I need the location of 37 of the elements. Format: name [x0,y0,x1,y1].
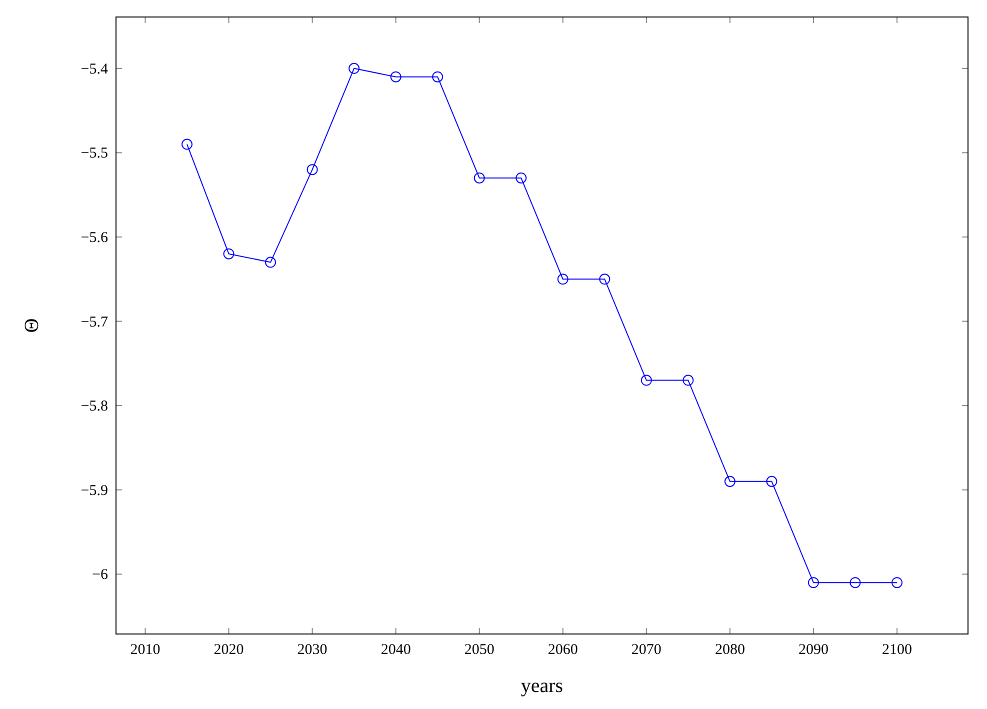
y-tick-label: −6 [92,567,108,584]
point [182,138,192,150]
point [390,71,402,82]
point [682,374,694,386]
x-tick-label: 2020 [214,642,244,658]
point [348,62,360,74]
point [432,71,444,82]
x-tick-label: 2030 [297,642,328,658]
x-tick-label: 2050 [464,642,494,658]
y-tick-label: −5.7 [80,314,108,330]
point [850,577,861,588]
y-axis-title: Θ [21,318,43,333]
x-tick-label: 2070 [631,642,662,658]
y-tick-label: −5.8 [80,398,108,415]
point [223,248,234,260]
point [892,577,902,588]
y-tick-label: −5.5 [80,146,108,162]
x-tick-label: 2080 [714,642,745,658]
x-tick-label: 2100 [882,642,912,658]
point [808,577,819,588]
x-axis-title: years [520,675,564,697]
x-tick-label: 2090 [798,642,828,658]
y-tick-label: −5.4 [80,61,108,78]
point [516,172,527,184]
point [599,274,610,285]
point [265,256,276,268]
y-tick-label: −5.6 [80,230,108,246]
point [557,274,568,285]
point [640,374,652,386]
point [474,172,485,184]
x-tick-label: 2060 [548,642,578,658]
point [306,164,318,176]
point [766,476,778,487]
point [724,476,736,487]
x-tick-label: 2010 [130,642,160,658]
y-tick-label: −5.9 [80,482,108,499]
x-tick-label: 2040 [380,642,411,658]
